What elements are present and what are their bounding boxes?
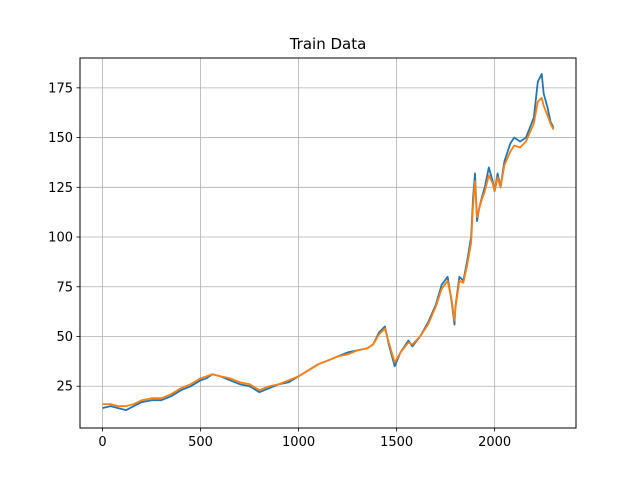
y-tick-label: 125 xyxy=(48,181,73,196)
y-tick-label: 150 xyxy=(48,131,73,146)
x-tick-label: 1500 xyxy=(380,435,413,450)
chart-title: Train Data xyxy=(289,35,367,53)
plot-area-frame xyxy=(79,57,577,429)
x-tick-label: 500 xyxy=(188,435,213,450)
y-axis-ticks: 25 50 75 100 125 150 175 xyxy=(48,81,80,395)
x-tick-label: 2000 xyxy=(478,435,511,450)
y-tick-label: 100 xyxy=(48,231,73,246)
series-line-2 xyxy=(102,96,555,408)
series-lines xyxy=(102,73,555,412)
y-tick-label: 25 xyxy=(56,380,73,395)
x-tick-label: 0 xyxy=(98,435,106,450)
y-tick-label: 50 xyxy=(56,330,73,345)
x-tick-label: 1000 xyxy=(282,435,315,450)
y-tick-label: 175 xyxy=(48,81,73,96)
x-axis-ticks: 0 500 1000 1500 2000 xyxy=(98,428,511,450)
y-tick-label: 75 xyxy=(56,280,73,295)
